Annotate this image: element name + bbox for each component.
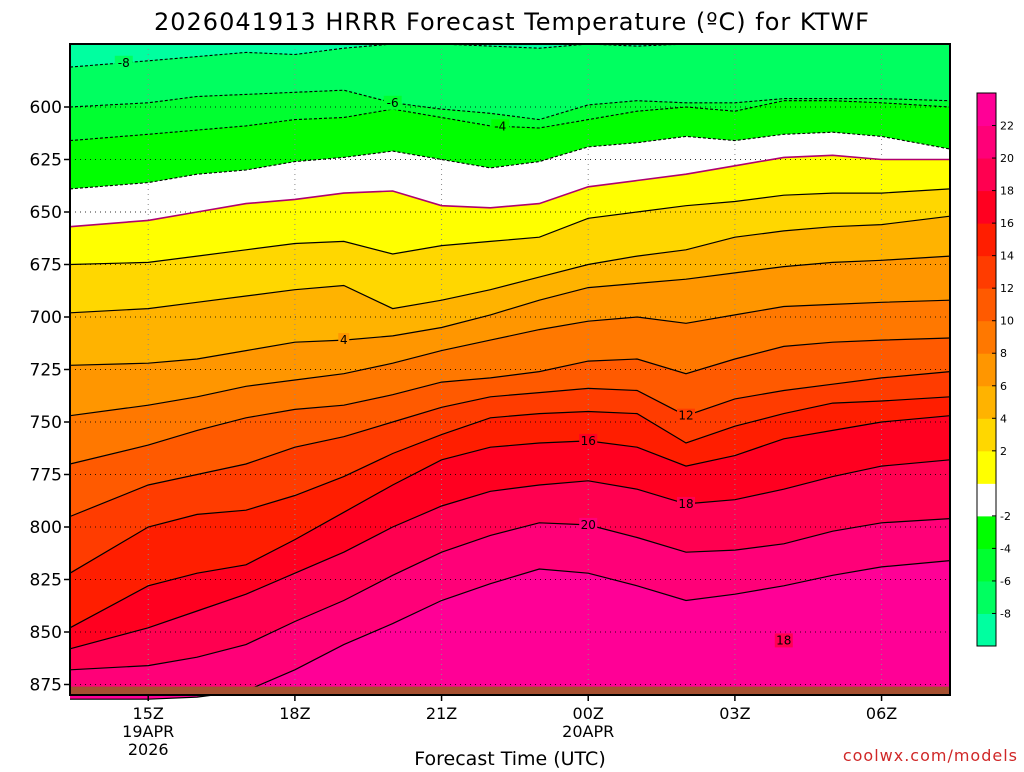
ytick-label-675: 675	[30, 256, 62, 276]
contour-label--8-bg	[114, 55, 133, 70]
colorbar-swatch--6	[977, 548, 996, 582]
contour-label-18: 18	[678, 497, 693, 511]
isotherm-0	[69, 154, 950, 228]
chart-title: 2026041913 HRRR Forecast Temperature (ºC…	[154, 8, 870, 36]
contour-label-6-bg	[338, 333, 350, 348]
colorbar-label-20: 20	[1000, 152, 1014, 165]
axes-layer: 60062565067570072575077580082585087515Z1…	[30, 98, 898, 759]
contour-label-6: 4	[340, 333, 348, 347]
colorbar-frame	[976, 92, 997, 647]
contour-label--6-bg	[383, 95, 402, 110]
colorbar-swatch--10	[977, 613, 996, 647]
isotherm--6	[69, 89, 951, 121]
contour-label-16: 16	[581, 434, 596, 448]
colorbar-swatch-6	[977, 353, 996, 387]
credit-link[interactable]: coolwx.com/models	[843, 746, 1018, 765]
xtick-label-00Z-1: 20APR	[562, 722, 614, 741]
contour-label--4-bg	[491, 119, 510, 134]
isotherm--8	[69, 43, 950, 68]
colorbar-swatch--8	[977, 580, 996, 614]
contour-label-layer: -8 -6 -4 4 12 16 18 20 18	[114, 55, 793, 648]
isotherm-12	[69, 371, 951, 518]
contour-label-16-bg	[579, 433, 598, 448]
ground-surface	[70, 686, 950, 695]
colorbar-label-8: 8	[1000, 347, 1007, 360]
ytick-label-725: 725	[30, 361, 62, 381]
isotherm-4	[69, 215, 951, 314]
isotherm-8	[69, 299, 951, 417]
xtick-label-06Z-0: 06Z	[866, 704, 897, 723]
xtick-label-03Z-0: 03Z	[719, 704, 750, 723]
contour-label-12-bg	[677, 408, 695, 423]
x-axis-label: Forecast Time (UTC)	[414, 748, 605, 768]
colorbar-label-4: 4	[1000, 412, 1007, 425]
colorbar-swatch-18	[977, 158, 996, 192]
colorbar-label--8: -8	[1000, 607, 1011, 620]
ytick-label-825: 825	[30, 571, 62, 591]
ytick-label-600: 600	[30, 98, 62, 118]
ytick-label-875: 875	[30, 676, 62, 696]
xtick-label-15Z-1: 19APR	[122, 722, 174, 741]
xtick-label-21Z-0: 21Z	[426, 704, 457, 723]
colorbar-swatch-22	[977, 93, 996, 127]
colorbar-swatch-14	[977, 223, 996, 257]
isotherm-18	[69, 459, 951, 650]
colorbar-swatch--2	[977, 483, 996, 517]
xtick-label-18Z-0: 18Z	[279, 704, 310, 723]
xtick-label-15Z-2: 2026	[128, 740, 169, 759]
colorbar-label-18: 18	[1000, 185, 1014, 198]
isotherm-6	[69, 255, 951, 366]
contour-label-20-bg	[579, 517, 598, 532]
colorbar-label-6: 6	[1000, 380, 1007, 393]
colorbar-swatch--4	[977, 515, 996, 549]
ytick-label-800: 800	[30, 518, 62, 538]
colorbar-label-22: 22	[1000, 120, 1014, 133]
colorbar-swatch-8	[977, 320, 996, 354]
colorbar-swatch-4	[977, 385, 996, 419]
ytick-label-750: 750	[30, 413, 62, 433]
contour-label-18-bg	[677, 496, 695, 511]
contour-label--6: -6	[387, 96, 399, 110]
grid-layer	[70, 44, 950, 695]
ground-layer	[70, 686, 950, 695]
ytick-label-775: 775	[30, 466, 62, 486]
contour-label-extra-0-bg	[774, 633, 793, 648]
isotherm-16	[69, 415, 951, 629]
isotherm-14	[69, 396, 951, 574]
ytick-label-850: 850	[30, 623, 62, 643]
colorbar-swatch-16	[977, 190, 996, 224]
colorbar-label-16: 16	[1000, 217, 1014, 230]
colorbar-label-10: 10	[1000, 315, 1014, 328]
ytick-label-700: 700	[30, 308, 62, 328]
colorbar-swatch-10	[977, 288, 996, 322]
isotherm-2	[69, 188, 951, 266]
contour-label--8: -8	[118, 56, 130, 70]
colorbar: -8 -6 -4 -2 2 4 6 8 10 12 14 16 18 20 22	[976, 92, 1014, 647]
colorbar-swatch-0	[977, 450, 996, 484]
ytick-label-650: 650	[30, 203, 62, 223]
temperature-fill-layer	[70, 44, 950, 700]
colorbar-label-12: 12	[1000, 282, 1014, 295]
contour-label-extra-0: 18	[776, 633, 791, 647]
colorbar-swatch-12	[977, 255, 996, 289]
xtick-label-00Z-0: 00Z	[573, 704, 604, 723]
contour-label--4: -4	[494, 119, 506, 133]
colorbar-label-14: 14	[1000, 250, 1014, 263]
colorbar-label--6: -6	[1000, 575, 1011, 588]
colorbar-label--4: -4	[1000, 542, 1011, 555]
colorbar-swatch-20	[977, 125, 996, 159]
isotherm-20	[69, 518, 951, 671]
contour-label-12: 12	[678, 409, 693, 423]
colorbar-swatch-2	[977, 418, 996, 452]
ytick-label-625: 625	[30, 151, 62, 171]
colorbar-label--2: -2	[1000, 510, 1011, 523]
isotherm-10	[69, 337, 951, 465]
xtick-label-15Z-0: 15Z	[133, 704, 164, 723]
colorbar-label-2: 2	[1000, 445, 1007, 458]
contour-label-20: 20	[581, 518, 596, 532]
